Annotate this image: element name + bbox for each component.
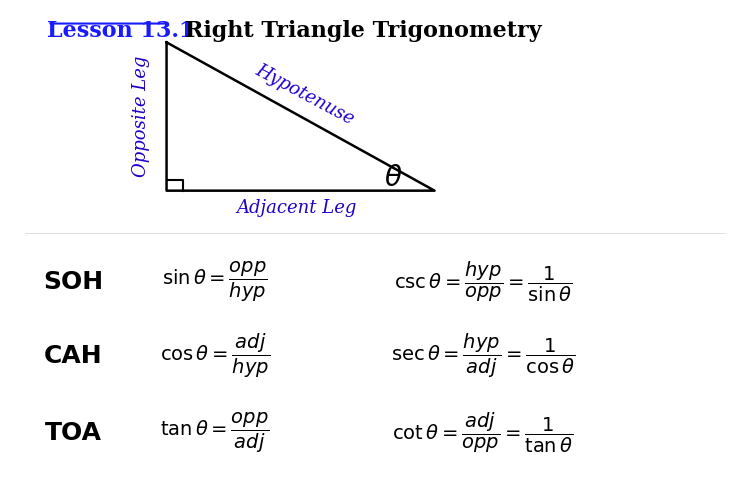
Text: TOA: TOA (45, 421, 102, 445)
Text: $\sin\theta = \dfrac{opp}{hyp}$: $\sin\theta = \dfrac{opp}{hyp}$ (162, 260, 268, 304)
Text: CAH: CAH (44, 344, 103, 368)
Text: $\theta$: $\theta$ (385, 165, 403, 192)
Text: Opposite Leg: Opposite Leg (131, 56, 149, 177)
Text: Lesson 13.1: Lesson 13.1 (47, 20, 195, 42)
Text: Right Triangle Trigonometry: Right Triangle Trigonometry (185, 20, 542, 42)
Text: Hypotenuse: Hypotenuse (252, 60, 357, 128)
Text: $\csc\theta = \dfrac{hyp}{opp} = \dfrac{1}{\sin\theta}$: $\csc\theta = \dfrac{hyp}{opp} = \dfrac{… (394, 260, 572, 304)
Text: SOH: SOH (44, 270, 104, 294)
Text: $\tan\theta = \dfrac{opp}{adj}$: $\tan\theta = \dfrac{opp}{adj}$ (160, 411, 270, 455)
Text: $\cot\theta = \dfrac{adj}{opp} = \dfrac{1}{\tan\theta}$: $\cot\theta = \dfrac{adj}{opp} = \dfrac{… (392, 411, 574, 455)
Text: $\sec\theta = \dfrac{hyp}{adj} = \dfrac{1}{\cos\theta}$: $\sec\theta = \dfrac{hyp}{adj} = \dfrac{… (391, 332, 575, 380)
Text: Adjacent Leg: Adjacent Leg (237, 199, 357, 217)
Text: $\cos\theta = \dfrac{adj}{hyp}$: $\cos\theta = \dfrac{adj}{hyp}$ (160, 332, 270, 380)
